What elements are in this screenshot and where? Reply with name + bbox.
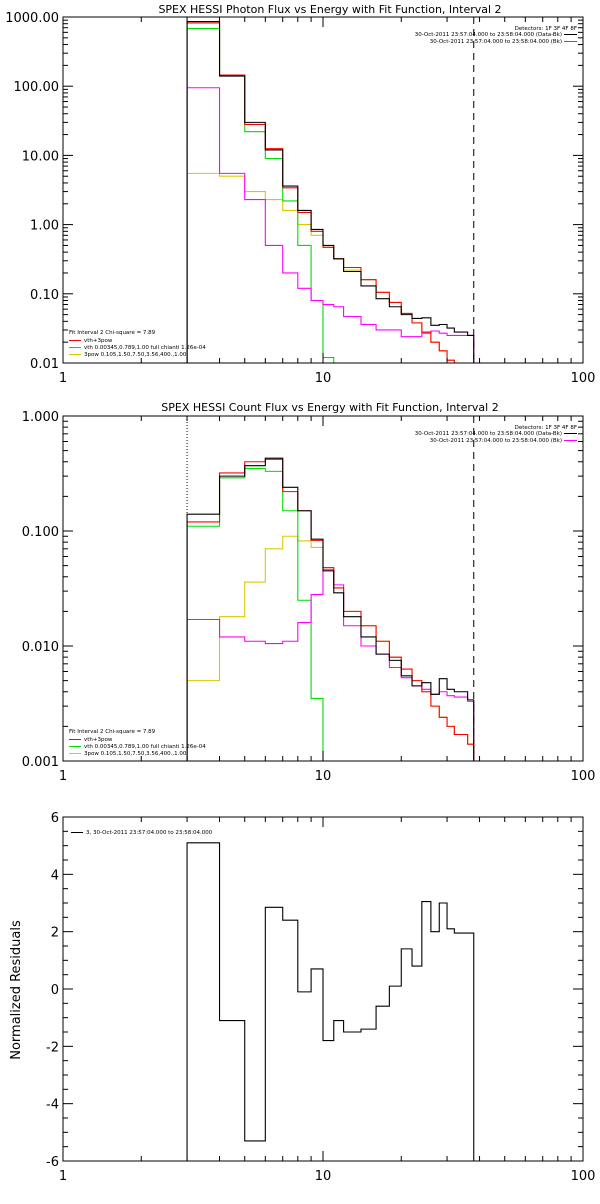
count-y-tick-label: 0.001	[22, 755, 59, 770]
count-detectors-text: Detectors: 1F 3F 4F 8F	[515, 425, 577, 431]
residuals-y-tick-label: -4	[46, 1098, 59, 1113]
photon-y-tick-label: 0.01	[30, 357, 59, 372]
photon-axes: 1 10 100 0.01 0.10 1.00 10.00 100.00 1000.00	[5, 11, 595, 386]
photon-data-series	[186, 20, 475, 363]
photon-background-series	[186, 87, 475, 363]
count-plot-content	[186, 416, 475, 761]
residuals-residual-series	[186, 842, 475, 1161]
count-y-tick-label: 0.010	[22, 640, 59, 655]
count-total-fit-series	[186, 458, 475, 761]
count-y-tick-label: 1.000	[22, 410, 59, 425]
residuals-y-tick-label: 4	[51, 868, 59, 883]
photon-legend-vth-text: vth 0.00345,0.789,1.00 full chianti 1.26…	[84, 345, 206, 351]
residuals-y-tick-label: -2	[46, 1040, 59, 1055]
residuals-y-axis-label: Normalized Residuals	[9, 920, 24, 1060]
photon-y-tick-label: 1000.00	[5, 11, 59, 26]
residuals-x-tick-label: 10	[315, 1169, 332, 1184]
residuals-y-tick-label: 2	[51, 926, 59, 941]
photon-x-tick-label: 1	[59, 371, 67, 386]
count-legend-pow-text: 3pow 0.105,1.50,7.50,3.56,400.,1.00	[84, 751, 187, 757]
count-time-text-2: 30-Oct-2011 23:57:04.000 to 23:58:04.000…	[430, 438, 562, 444]
count-y-tick-label: 0.100	[22, 525, 59, 540]
photon-legend-pow-text: 3pow 0.105,1.50,7.50,3.56,400.,1.00	[84, 352, 187, 358]
count-x-tick-label: 100	[571, 769, 596, 784]
count-vth-series	[186, 467, 324, 761]
photon-detectors-text: Detectors: 1F 3F 4F 8F	[515, 26, 577, 32]
residuals-x-tick-label: 100	[571, 1169, 596, 1184]
count-flux-panel: SPEX HESSI Count Flux vs Energy with Fit…	[22, 401, 596, 784]
photon-flux-panel: SPEX HESSI Photon Flux vs Energy with Fi…	[5, 3, 595, 386]
photon-y-tick-label: 10.00	[22, 149, 59, 164]
photon-y-tick-label: 1.00	[30, 219, 59, 234]
residuals-x-tick-label: 1	[59, 1169, 67, 1184]
residuals-y-tick-label: -6	[46, 1155, 59, 1170]
photon-x-tick-label: 10	[315, 371, 332, 386]
residuals-y-tick-label: 0	[51, 983, 59, 998]
photon-time-text-1: 30-Oct-2011 23:57:04.000 to 23:58:04.000…	[415, 32, 562, 38]
count-background-series	[186, 569, 475, 761]
photon-legend-total-text: vth+3pow	[84, 338, 113, 344]
count-chart-title: SPEX HESSI Count Flux vs Energy with Fit…	[161, 401, 498, 414]
photon-chart-title: SPEX HESSI Photon Flux vs Energy with Fi…	[158, 3, 501, 16]
photon-plot-content	[186, 17, 475, 363]
photon-y-tick-label: 100.00	[14, 80, 60, 95]
count-x-tick-label: 1	[59, 769, 67, 784]
photon-series-group	[186, 17, 475, 363]
photon-vth-series	[186, 28, 335, 363]
count-fit-interval-text: Fit Interval 2 Chi-square = 7.89	[69, 729, 156, 735]
photon-x-tick-label: 100	[571, 371, 596, 386]
count-axes: 1 10 100 0.001 0.010 0.100 1.000	[22, 410, 596, 784]
photon-y-tick-label: 0.10	[30, 288, 59, 303]
residuals-axes: 1 10 100 -6 -4 -2 0 2 4 6	[46, 811, 595, 1184]
photon-fit-interval-text: Fit Interval 2 Chi-square = 7.89	[69, 330, 156, 336]
count-time-text-1: 30-Oct-2011 23:57:04.000 to 23:58:04.000…	[415, 431, 562, 437]
residuals-panel: 3, 30-Oct-2011 23:57:04.000 to 23:58:04.…	[9, 811, 595, 1184]
photon-total-fit-series	[186, 22, 469, 363]
residuals-legend-text: 3, 30-Oct-2011 23:57:04.000 to 23:58:04.…	[86, 830, 213, 836]
count-x-tick-label: 10	[315, 769, 332, 784]
residuals-y-tick-label: 6	[51, 811, 59, 826]
count-legend-total-text: vth+3pow	[84, 737, 113, 743]
photon-time-text-2: 30-Oct-2011 23:57:04.000 to 23:58:04.000…	[430, 39, 562, 45]
count-legend-vth-text: vth 0.00345,0.789,1.00 full chianti 1.26…	[84, 744, 206, 750]
count-data-series	[186, 457, 475, 761]
count-series-group	[186, 416, 475, 761]
residuals-plot-content	[186, 842, 475, 1161]
residuals-series-group	[186, 842, 475, 1161]
